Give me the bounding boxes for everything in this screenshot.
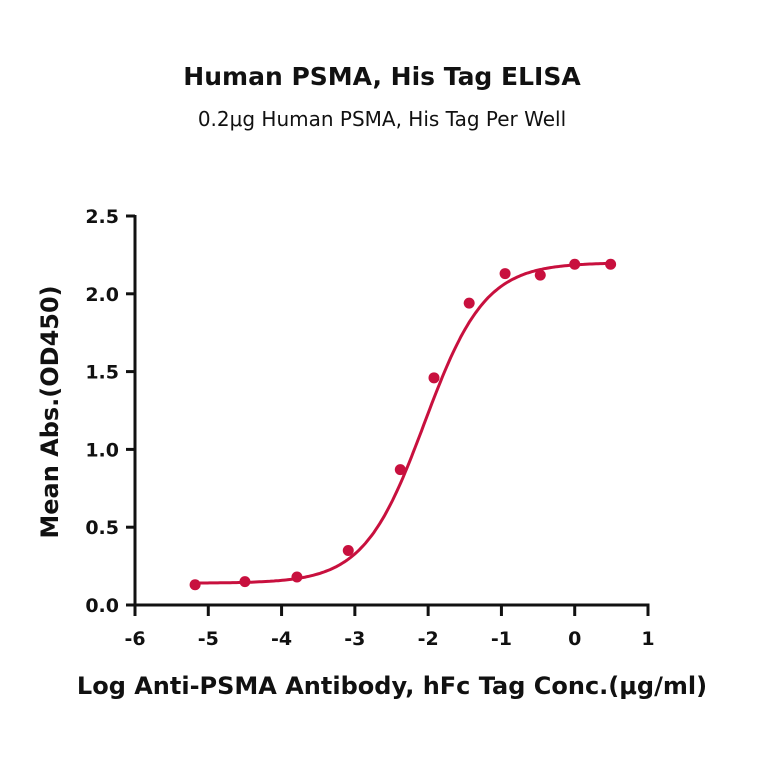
data-point xyxy=(291,571,303,583)
data-point xyxy=(534,269,546,281)
data-point xyxy=(499,268,511,280)
y-tick-label: 0.0 xyxy=(85,595,119,617)
data-point xyxy=(189,579,201,591)
y-tick-label: 0.5 xyxy=(85,517,119,539)
x-tick-label: -2 xyxy=(418,628,439,650)
x-tick-label: 0 xyxy=(568,628,581,650)
x-tick-label: -1 xyxy=(491,628,512,650)
data-points xyxy=(189,258,617,591)
chart-subtitle: 0.2μg Human PSMA, His Tag Per Well xyxy=(197,107,567,131)
data-point xyxy=(463,297,475,309)
data-point xyxy=(605,258,617,270)
y-tick-label: 1.0 xyxy=(85,439,119,461)
x-tick-label: -3 xyxy=(344,628,365,650)
y-tick-label: 2.5 xyxy=(85,206,119,228)
chart-title: Human PSMA, His Tag ELISA xyxy=(183,62,581,91)
data-point xyxy=(342,545,354,557)
fit-curve xyxy=(195,261,611,585)
x-tick-label: -5 xyxy=(198,628,219,650)
data-point xyxy=(394,464,406,476)
y-tick-label: 1.5 xyxy=(85,362,119,384)
data-point xyxy=(569,258,581,270)
x-tick-label: -6 xyxy=(124,628,145,650)
axes: 0.0 0.5 1.0 1.5 2.0 2.5 -6 -5 -4 -3 -2 -1 0 1 xyxy=(85,206,654,650)
x-axis-label: Log Anti-PSMA Antibody, hFc Tag Conc.(μg… xyxy=(76,672,708,700)
x-tick-label: -4 xyxy=(271,628,292,650)
data-point xyxy=(428,372,440,384)
data-point xyxy=(239,576,251,588)
x-tick-label: 1 xyxy=(641,628,654,650)
y-tick-label: 2.0 xyxy=(85,284,119,306)
